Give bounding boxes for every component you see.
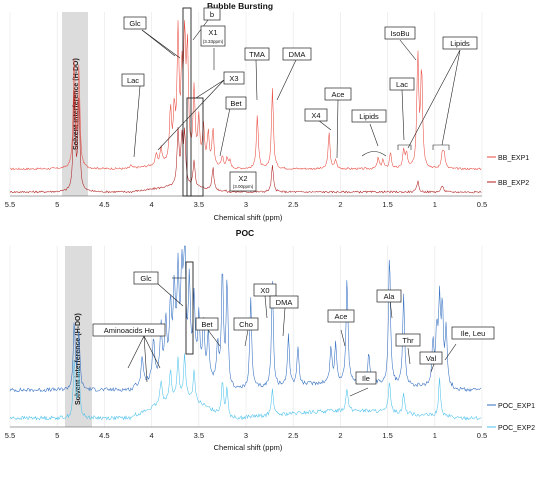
- bb-ann-ace: Ace: [332, 90, 345, 99]
- bb-title: Bubble Bursting: [207, 1, 273, 11]
- poc-tick-label: 5: [55, 431, 59, 440]
- poc-legend-exp2: POC_EXP2: [498, 425, 535, 432]
- poc-ann-dma: DMA: [276, 298, 293, 307]
- bb-ann-lac: Lac: [127, 76, 139, 85]
- poc-legend-exp1: POC_EXP1: [498, 403, 535, 410]
- bb-tick-label: 2: [338, 200, 342, 209]
- poc-tick-label: 5.5: [5, 431, 15, 440]
- poc-tick-label: 3: [244, 431, 248, 440]
- poc-panel: POC Solvent interference (H-DO) 5.5 5 4.5 4…: [5, 228, 535, 452]
- bb-tick-label: 2.5: [288, 200, 298, 209]
- bb-legend-exp2: BB_EXP2: [498, 180, 529, 187]
- bb-label-boxes: Glc b X1 (3.33ppm) Lac X3 Bet TMA DMA Ac…: [121, 7, 478, 192]
- poc-ann-val: Val: [426, 354, 437, 363]
- poc-tick-label: 2: [338, 431, 342, 440]
- poc-tick-label: 1: [433, 431, 437, 440]
- poc-ann-thr: Thr: [402, 336, 414, 345]
- poc-title: POC: [236, 228, 254, 238]
- bb-tick-label: 0.5: [477, 200, 487, 209]
- bb-tick-label: 4.5: [99, 200, 109, 209]
- bb-ann-x3: X3: [229, 74, 238, 83]
- bb-tick-label: 3: [244, 200, 248, 209]
- bb-tick-labels: 5.5 5 4.5 4 3.5 3 2.5 2 1.5 1 0.5: [5, 200, 487, 209]
- poc-ann-ace: Ace: [335, 312, 348, 321]
- bb-series-lines: [9, 20, 482, 194]
- bb-ann-b: b: [210, 10, 214, 19]
- bb-tick-label: 5.5: [5, 200, 15, 209]
- bb-ann-lipids-2: Lipids: [450, 39, 470, 48]
- poc-ann-aminoacids: Aminoacids Hα: [104, 326, 155, 335]
- bb-solvent-region: [62, 12, 88, 196]
- poc-ann-ala: Ala: [384, 292, 396, 301]
- poc-tick-label: 4.5: [99, 431, 109, 440]
- poc-tick-labels: 5.5 5 4.5 4 3.5 3 2.5 2 1.5 1 0.5: [5, 431, 487, 440]
- poc-glc-highlight-box: [185, 261, 194, 355]
- bb-b-highlight-box: [186, 97, 204, 197]
- bb-tick-label: 1.5: [382, 200, 392, 209]
- bb-tick-label: 1: [433, 200, 437, 209]
- bb-ann-x4: X4: [311, 111, 320, 120]
- bb-legend: BB_EXP1 BB_EXP2: [487, 155, 529, 187]
- bb-ann-isobu: IsoBu: [390, 29, 409, 38]
- poc-label-boxes: Glc X0 Aminoacids Hα Bet Cho DMA Ace Ala…: [92, 271, 495, 385]
- poc-legend: POC_EXP1 POC_EXP2: [487, 403, 535, 432]
- bb-ann-x2-ppm: (3.00ppm): [233, 184, 254, 189]
- poc-series-lines: [9, 245, 482, 421]
- poc-tick-label: 2.5: [288, 431, 298, 440]
- bb-series-1-line: [10, 20, 482, 171]
- bb-solvent-label: Solvent interference (H-DO): [73, 58, 80, 150]
- poc-tick-label: 4: [150, 431, 154, 440]
- bb-x-axis-label: Chemical shift (ppm): [214, 213, 283, 222]
- poc-series-2-line: [9, 353, 482, 421]
- bubble-bursting-panel: Bubble Bursting Solvent interference (H-…: [5, 1, 529, 222]
- bb-ann-x1-ppm: (3.33ppm): [203, 39, 224, 44]
- bb-ann-bet: Bet: [230, 99, 242, 108]
- bb-gridlines: [9, 12, 483, 196]
- poc-gridlines: [9, 246, 483, 427]
- bb-series-2-line: [9, 90, 482, 194]
- bb-ann-x2: X2: [238, 174, 247, 183]
- bb-ann-lipids-1: Lipids: [359, 112, 379, 121]
- poc-x-axis-label: Chemical shift (ppm): [214, 443, 283, 452]
- bb-ann-tma: TMA: [249, 50, 265, 59]
- poc-tick-label: 1.5: [382, 431, 392, 440]
- bb-ann-dma: DMA: [289, 50, 306, 59]
- bb-ann-lac-2: Lac: [396, 80, 408, 89]
- bb-tick-label: 5: [55, 200, 59, 209]
- poc-ann-ile-leu: Ile, Leu: [461, 329, 486, 338]
- poc-ann-glc: Glc: [140, 274, 152, 283]
- bb-ann-x1: X1: [208, 28, 217, 37]
- poc-tick-label: 3.5: [194, 431, 204, 440]
- poc-ann-cho: Cho: [239, 320, 253, 329]
- poc-ann-x0: X0: [260, 286, 269, 295]
- poc-ann-ile: Ile: [362, 374, 370, 383]
- poc-annotations: [127, 277, 457, 397]
- poc-ann-bet: Bet: [201, 320, 213, 329]
- bb-tick-label: 3.5: [194, 200, 204, 209]
- bb-tick-label: 4: [150, 200, 154, 209]
- bb-ann-glc: Glc: [129, 19, 141, 28]
- bb-legend-exp1: BB_EXP1: [498, 155, 529, 162]
- poc-tick-label: 0.5: [477, 431, 487, 440]
- poc-solvent-label: Solvent interference (H-DO): [75, 313, 82, 405]
- poc-series-1-line: [9, 245, 482, 393]
